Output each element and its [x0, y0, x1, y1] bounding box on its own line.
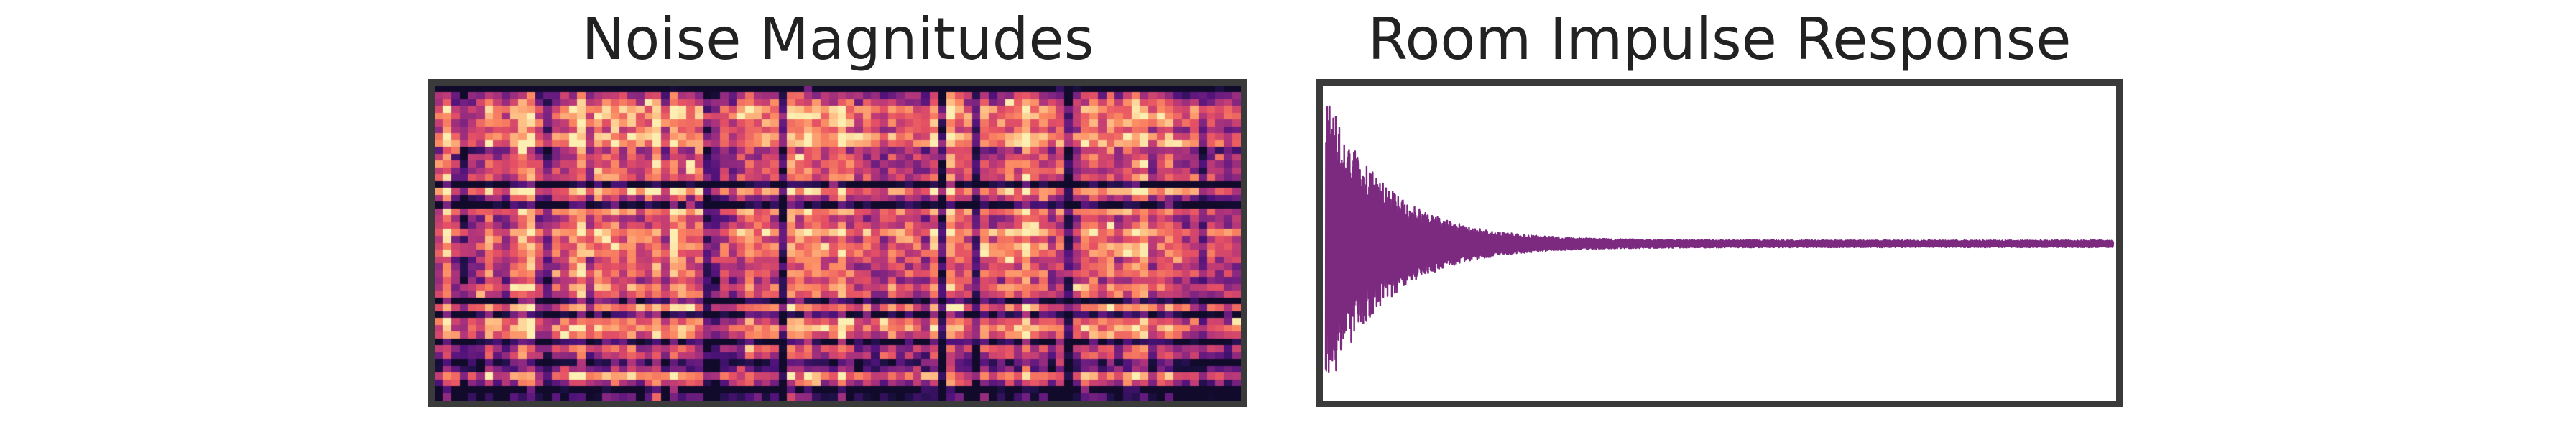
noise-magnitudes-title: Noise Magnitudes [581, 6, 1094, 73]
room-impulse-response-title: Room Impulse Response [1367, 6, 2072, 73]
room-impulse-response-panel: Room Impulse Response [1316, 0, 2123, 430]
room-impulse-response-plot-frame [1316, 79, 2123, 407]
noise-magnitudes-heatmap [435, 86, 1241, 401]
noise-magnitudes-panel: Noise Magnitudes [428, 0, 1247, 430]
room-impulse-response-line [1324, 105, 2115, 374]
room-impulse-response-plot [1324, 105, 2115, 374]
noise-magnitudes-plot-frame [428, 79, 1247, 407]
